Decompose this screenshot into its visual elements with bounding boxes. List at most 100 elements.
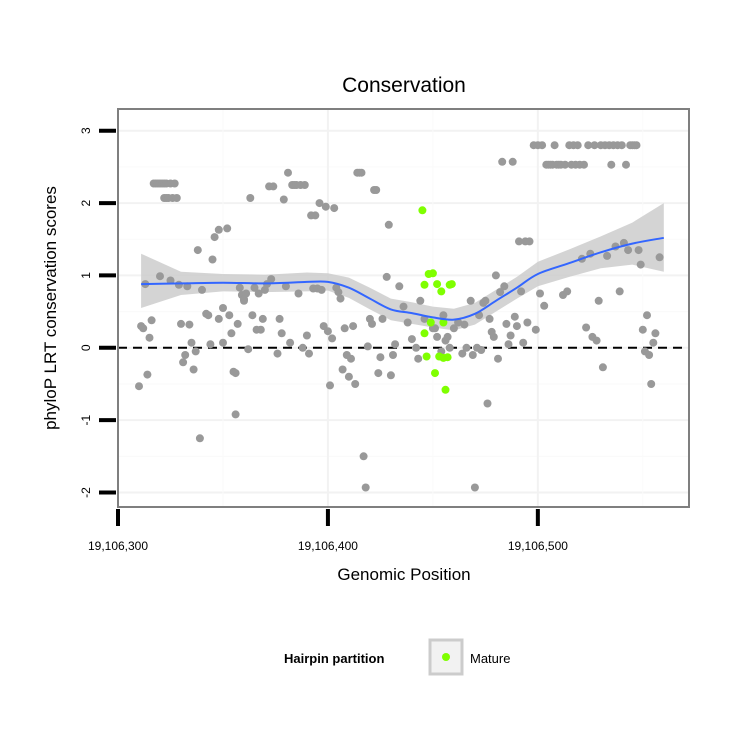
data-point <box>359 452 368 461</box>
data-point <box>145 333 154 342</box>
data-point <box>214 314 223 323</box>
y-tick-label: 0 <box>79 344 93 351</box>
data-point <box>395 282 404 291</box>
data-point <box>590 141 599 150</box>
data-point <box>330 204 339 213</box>
data-point <box>254 289 263 298</box>
data-point <box>536 289 544 298</box>
data-point <box>496 288 505 297</box>
data-point <box>491 271 500 280</box>
data-point-mature <box>420 329 429 338</box>
data-point <box>622 160 630 169</box>
data-point <box>187 338 196 347</box>
data-point <box>347 354 355 363</box>
data-point <box>550 141 559 150</box>
data-point <box>519 338 528 347</box>
data-point <box>592 336 601 345</box>
data-point <box>414 354 423 363</box>
data-point <box>191 347 200 356</box>
data-point <box>298 343 307 352</box>
data-point <box>494 354 502 363</box>
data-point <box>305 349 313 358</box>
data-point <box>177 319 185 328</box>
data-point <box>582 323 591 332</box>
data-point <box>506 331 515 340</box>
data-point <box>246 194 255 202</box>
data-point <box>391 340 400 349</box>
data-point <box>632 141 641 150</box>
data-point <box>498 157 507 166</box>
data-point <box>223 224 232 233</box>
data-point <box>210 233 219 242</box>
data-point <box>233 319 242 328</box>
data-point <box>655 253 664 262</box>
data-point <box>439 311 448 320</box>
y-axis-title: phyloP LRT conservation scores <box>41 186 60 430</box>
data-point-mature <box>441 385 450 394</box>
data-point <box>412 343 421 352</box>
data-point <box>317 285 326 294</box>
data-point <box>311 211 320 220</box>
data-point <box>466 296 475 305</box>
data-point <box>273 349 282 358</box>
data-point-mature <box>443 353 452 362</box>
data-point-mature <box>439 318 448 327</box>
data-point <box>181 351 190 359</box>
data-point <box>617 141 626 150</box>
data-point <box>256 325 265 334</box>
data-point <box>598 363 607 372</box>
data-point <box>300 181 309 189</box>
data-point <box>649 338 658 347</box>
data-point <box>374 369 383 378</box>
data-point <box>647 380 656 388</box>
data-point <box>363 342 372 351</box>
legend-label-mature: Mature <box>470 651 510 666</box>
data-point-mature <box>422 352 431 361</box>
y-tick-label: -2 <box>79 487 93 498</box>
data-point <box>185 320 194 329</box>
data-point <box>338 365 347 374</box>
data-point <box>242 289 251 298</box>
data-point <box>135 382 143 391</box>
data-point <box>634 246 643 255</box>
data-point <box>214 225 223 234</box>
legend-key-mature-point <box>442 653 450 661</box>
data-point <box>643 311 651 320</box>
data-point <box>315 199 324 208</box>
data-point <box>508 157 517 166</box>
data-point <box>275 314 284 323</box>
data-point <box>248 311 257 320</box>
data-point <box>573 141 582 150</box>
data-point <box>458 349 467 358</box>
data-point <box>502 319 511 328</box>
data-point <box>512 322 521 331</box>
data-point <box>517 287 526 296</box>
data-point <box>433 332 442 341</box>
data-point <box>231 410 240 419</box>
data-point <box>376 353 385 362</box>
data-point <box>403 318 412 327</box>
plot-panel <box>117 108 690 508</box>
data-point <box>462 343 471 352</box>
chart-title: Conservation <box>342 74 466 97</box>
panel-border <box>117 108 690 508</box>
data-point <box>244 345 253 354</box>
data-point-mature <box>431 369 439 378</box>
data-point <box>580 160 588 169</box>
data-point <box>603 251 612 260</box>
data-point <box>449 324 458 333</box>
data-point <box>286 338 295 347</box>
data-point <box>139 324 148 333</box>
points-mature <box>418 206 456 394</box>
data-point <box>193 246 202 255</box>
data-point <box>504 340 513 349</box>
data-point <box>500 282 509 291</box>
data-point <box>638 325 647 334</box>
data-point <box>208 255 217 264</box>
x-tick-label: 19,106,300 <box>88 539 148 553</box>
data-point <box>267 275 276 284</box>
data-point <box>489 332 498 341</box>
data-point <box>515 237 523 246</box>
data-point <box>166 276 175 285</box>
